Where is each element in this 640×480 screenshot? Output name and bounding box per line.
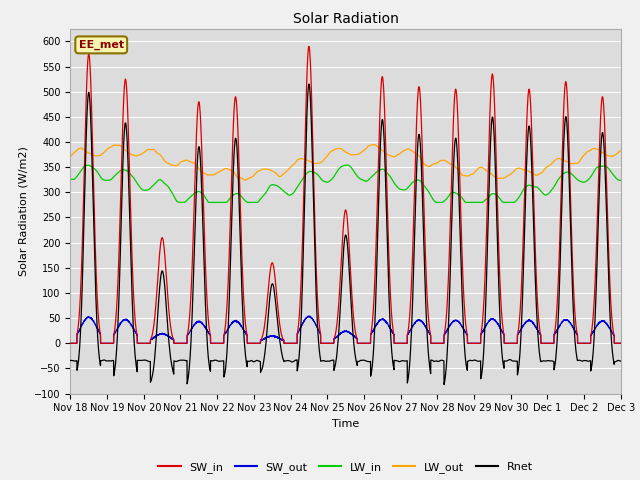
- LW_in: [616, 178, 624, 183]
- LW_out: [469, 171, 477, 177]
- Rnet: [166, 343, 173, 349]
- SW_out: [617, 340, 625, 346]
- SW_out: [166, 334, 173, 339]
- SW_in: [305, 44, 313, 49]
- Rnet: [440, 382, 448, 387]
- SW_out: [500, 340, 508, 346]
- SW_in: [617, 340, 625, 346]
- SW_out: [438, 340, 446, 346]
- SW_in: [469, 340, 477, 346]
- Title: Solar Radiation: Solar Radiation: [292, 12, 399, 26]
- LW_in: [469, 200, 477, 205]
- LW_in: [439, 199, 447, 205]
- SW_in: [166, 312, 173, 318]
- LW_in: [166, 185, 173, 191]
- LW_in: [325, 179, 333, 184]
- Y-axis label: Solar Radiation (W/m2): Solar Radiation (W/m2): [19, 146, 29, 276]
- LW_in: [343, 162, 351, 168]
- Rnet: [469, 358, 477, 363]
- LW_out: [67, 154, 74, 159]
- SW_out: [325, 340, 333, 346]
- LW_out: [617, 148, 625, 154]
- LW_out: [325, 151, 333, 156]
- Rnet: [438, 358, 446, 363]
- SW_out: [616, 340, 624, 346]
- SW_in: [325, 340, 333, 346]
- Line: SW_in: SW_in: [70, 47, 621, 343]
- LW_out: [616, 148, 624, 154]
- Rnet: [616, 358, 624, 364]
- SW_out: [305, 313, 312, 319]
- LW_in: [500, 200, 508, 205]
- Rnet: [67, 358, 74, 363]
- Rnet: [305, 81, 313, 87]
- Legend: SW_in, SW_out, LW_in, LW_out, Rnet: SW_in, SW_out, LW_in, LW_out, Rnet: [154, 457, 537, 477]
- Rnet: [617, 358, 625, 364]
- Rnet: [500, 358, 508, 364]
- LW_out: [241, 177, 248, 183]
- Line: LW_in: LW_in: [70, 165, 621, 203]
- LW_out: [500, 175, 508, 181]
- SW_in: [67, 340, 74, 346]
- SW_in: [438, 340, 446, 346]
- Line: Rnet: Rnet: [70, 84, 621, 384]
- LW_out: [166, 161, 173, 167]
- LW_out: [439, 157, 447, 163]
- Rnet: [325, 359, 333, 364]
- LW_out: [370, 142, 378, 147]
- Line: SW_out: SW_out: [70, 316, 621, 343]
- Line: LW_out: LW_out: [70, 144, 621, 180]
- SW_out: [67, 340, 74, 346]
- LW_in: [67, 176, 74, 182]
- X-axis label: Time: Time: [332, 419, 359, 429]
- SW_out: [469, 340, 477, 346]
- LW_in: [617, 178, 625, 183]
- LW_in: [179, 200, 186, 205]
- Text: EE_met: EE_met: [79, 40, 124, 50]
- SW_in: [616, 340, 624, 346]
- SW_in: [500, 340, 508, 346]
